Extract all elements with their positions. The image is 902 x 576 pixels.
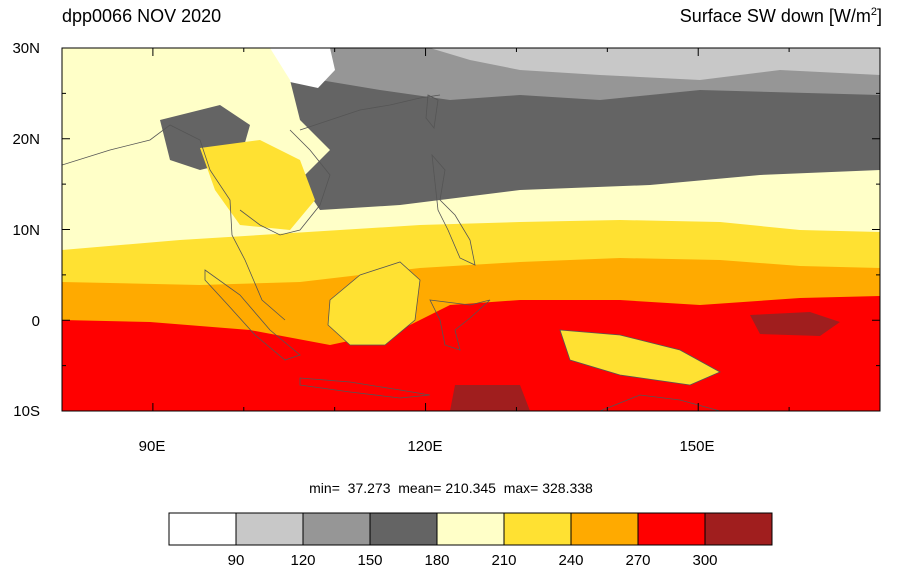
colorbar-swatch-7 bbox=[637, 512, 706, 546]
title-right-main: Surface SW down [W/m bbox=[679, 6, 871, 26]
coastline-indochina bbox=[239, 129, 331, 236]
coastline-asia bbox=[62, 124, 286, 321]
map-region-f-yellow-png bbox=[560, 330, 720, 385]
coastline-borneo bbox=[327, 261, 421, 346]
coastline-sumatra bbox=[204, 269, 301, 361]
lon-label-120e: 120E bbox=[407, 438, 443, 455]
colorbar-swatch-2 bbox=[302, 512, 371, 546]
colorbar-swatch-1 bbox=[235, 512, 304, 546]
map-region-f-darkred bbox=[450, 385, 530, 411]
colorbar-swatch-3 bbox=[369, 512, 438, 546]
cbar-label-120: 120 bbox=[290, 552, 316, 569]
coastline-china bbox=[299, 94, 441, 131]
lat-label-20n: 20N bbox=[12, 131, 40, 148]
cbar-label-300: 300 bbox=[692, 552, 718, 569]
cbar-label-270: 270 bbox=[625, 552, 651, 569]
coastline-sulawesi bbox=[429, 299, 491, 351]
colorbar-swatch-6 bbox=[570, 512, 639, 546]
lat-label-0: 0 bbox=[31, 313, 40, 330]
lon-label-90e: 90E bbox=[138, 438, 166, 455]
title-right-sup: 2 bbox=[870, 6, 877, 18]
coastline-aus bbox=[599, 394, 721, 411]
axis-ticks bbox=[61, 47, 881, 412]
cbar-label-180: 180 bbox=[424, 552, 450, 569]
coastline-phil bbox=[431, 153, 476, 266]
stats-line: min= 37.273 mean= 210.345 max= 328.338 bbox=[309, 480, 593, 496]
coastline-taiwan bbox=[425, 94, 439, 129]
coastline-java bbox=[299, 377, 431, 399]
colorbar-swatch-8 bbox=[704, 512, 773, 546]
colorbar-swatch-4 bbox=[436, 512, 505, 546]
map-region-f-red-s bbox=[62, 345, 880, 411]
colorbar bbox=[168, 512, 773, 546]
map-region-f-pale bbox=[430, 48, 880, 80]
coastlines bbox=[62, 94, 721, 411]
map-region-f-yellow-n bbox=[200, 140, 315, 230]
plot-title-right: Surface SW down [W/m2] bbox=[680, 6, 882, 27]
lat-label-30n: 30N bbox=[12, 40, 40, 57]
title-right-end: ] bbox=[876, 6, 882, 26]
cbar-label-210: 210 bbox=[491, 552, 517, 569]
map-region-f-darkred2 bbox=[750, 312, 840, 336]
coastline-png bbox=[559, 329, 721, 386]
cbar-label-90: 90 bbox=[227, 552, 245, 569]
lat-label-10s: 10S bbox=[13, 403, 40, 420]
lat-label-10n: 10N bbox=[12, 222, 40, 239]
plot-title-left: dpp0066 NOV 2020 bbox=[62, 6, 222, 26]
map-field bbox=[62, 48, 880, 411]
lon-label-150e: 150E bbox=[679, 438, 715, 455]
cbar-label-240: 240 bbox=[558, 552, 584, 569]
colorbar-swatch-5 bbox=[503, 512, 572, 546]
cbar-label-150: 150 bbox=[357, 552, 383, 569]
colorbar-swatch-0 bbox=[168, 512, 237, 546]
